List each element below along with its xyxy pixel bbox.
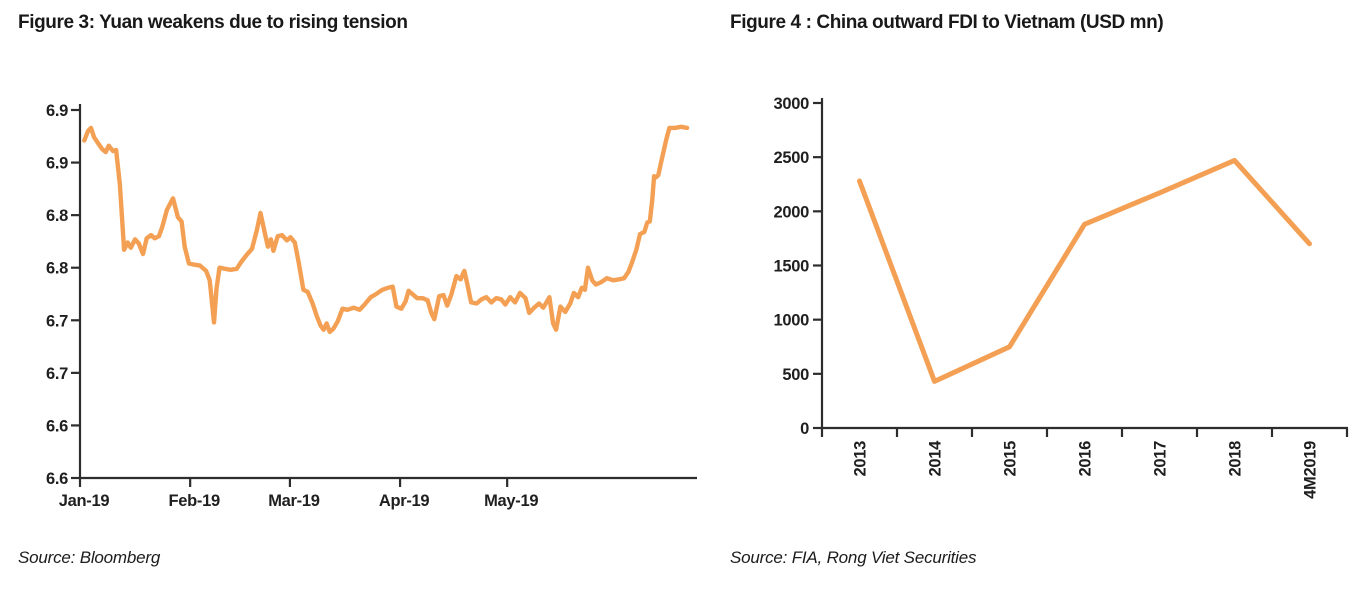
svg-text:2016: 2016 xyxy=(1077,441,1095,477)
svg-text:2014: 2014 xyxy=(927,440,945,477)
figure3-x-tick-labels: Jan-19 Feb-19 Mar-19 Apr-19 May-19 xyxy=(59,492,539,510)
figure4-source: Source: FIA, Rong Viet Securities xyxy=(730,548,977,567)
svg-text:6.7: 6.7 xyxy=(46,365,68,383)
figure3-panel: Figure 3: Yuan weakens due to rising ten… xyxy=(18,12,697,567)
svg-text:2015: 2015 xyxy=(1002,441,1020,477)
svg-text:2500: 2500 xyxy=(773,149,809,167)
svg-text:May-19: May-19 xyxy=(484,492,538,510)
figure3-axes xyxy=(71,104,697,487)
figure4-axes xyxy=(813,98,1349,437)
svg-text:2017: 2017 xyxy=(1152,441,1170,477)
svg-text:1000: 1000 xyxy=(773,312,809,330)
svg-text:0: 0 xyxy=(800,420,809,438)
figure3-y-tick-labels: 6.9 6.9 6.8 6.8 6.7 6.7 6.6 6.6 xyxy=(46,102,68,488)
svg-text:4M2019: 4M2019 xyxy=(1302,441,1320,499)
svg-text:6.8: 6.8 xyxy=(46,260,68,278)
svg-text:Mar-19: Mar-19 xyxy=(268,492,320,510)
svg-text:6.8: 6.8 xyxy=(46,207,68,225)
figure4-y-tick-labels: 0 500 1000 1500 2000 2500 3000 xyxy=(773,95,809,438)
figure3-source: Source: Bloomberg xyxy=(18,548,161,567)
svg-text:3000: 3000 xyxy=(773,95,809,113)
figure3-chart: 6.9 6.9 6.8 6.8 6.7 6.7 6.6 6.6 Jan-19 Feb-19 Mar… xyxy=(46,102,697,510)
svg-text:Apr-19: Apr-19 xyxy=(379,492,430,510)
figure4-title: Figure 4 : China outward FDI to Vietnam … xyxy=(730,12,1164,33)
svg-text:6.6: 6.6 xyxy=(46,417,68,435)
svg-text:6.7: 6.7 xyxy=(46,312,68,330)
figure4-fdi-line xyxy=(857,157,1312,384)
svg-text:2013: 2013 xyxy=(852,441,870,477)
svg-text:1500: 1500 xyxy=(773,258,809,276)
figure3-usdcny-line xyxy=(82,124,690,335)
figure3-title: Figure 3: Yuan weakens due to rising ten… xyxy=(18,12,408,33)
svg-text:6.6: 6.6 xyxy=(46,470,68,488)
svg-text:6.9: 6.9 xyxy=(46,102,68,120)
svg-text:Feb-19: Feb-19 xyxy=(168,492,220,510)
figure4-x-tick-labels: 2013 2014 2015 2016 2017 2018 4M2019 xyxy=(852,440,1320,499)
figure4-panel: Figure 4 : China outward FDI to Vietnam … xyxy=(700,0,1370,608)
svg-text:6.9: 6.9 xyxy=(46,155,68,173)
svg-text:Jan-19: Jan-19 xyxy=(59,492,110,510)
svg-text:2000: 2000 xyxy=(773,203,809,221)
svg-text:2018: 2018 xyxy=(1227,441,1245,477)
svg-text:500: 500 xyxy=(782,366,809,384)
